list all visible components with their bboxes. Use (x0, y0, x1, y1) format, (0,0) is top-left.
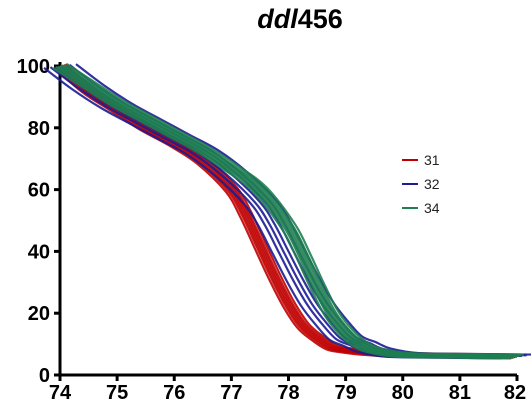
x-tick-label: 75 (106, 382, 128, 404)
x-tick-label: 78 (277, 382, 299, 404)
x-tick-label: 81 (449, 382, 471, 404)
x-tick-label: 74 (49, 382, 72, 404)
x-tick-label: 80 (392, 382, 414, 404)
y-tick-label: 100 (17, 56, 50, 78)
chart-title: ddl456 (200, 4, 400, 35)
y-tick-label: 0 (39, 365, 50, 387)
x-tick-label: 82 (504, 382, 526, 404)
series-line-34 (63, 63, 522, 357)
y-tick-label: 20 (28, 303, 50, 325)
x-tick-label: 76 (163, 382, 185, 404)
legend-label-31: 31 (424, 152, 440, 168)
series-line-34 (66, 63, 524, 356)
series-line-32 (43, 67, 502, 360)
y-tick-label: 60 (28, 180, 50, 202)
legend-label-32: 32 (424, 176, 440, 192)
chart-title-italic: ddl (257, 4, 298, 34)
y-tick-label: 80 (28, 118, 50, 140)
series-34 (52, 63, 524, 360)
chart-title-rest: 456 (297, 4, 343, 34)
series-line-34 (52, 66, 511, 360)
x-tick-label: 77 (220, 382, 242, 404)
y-tick-label: 40 (28, 241, 50, 263)
legend-label-34: 34 (424, 200, 440, 216)
x-tick-label: 79 (335, 382, 357, 404)
